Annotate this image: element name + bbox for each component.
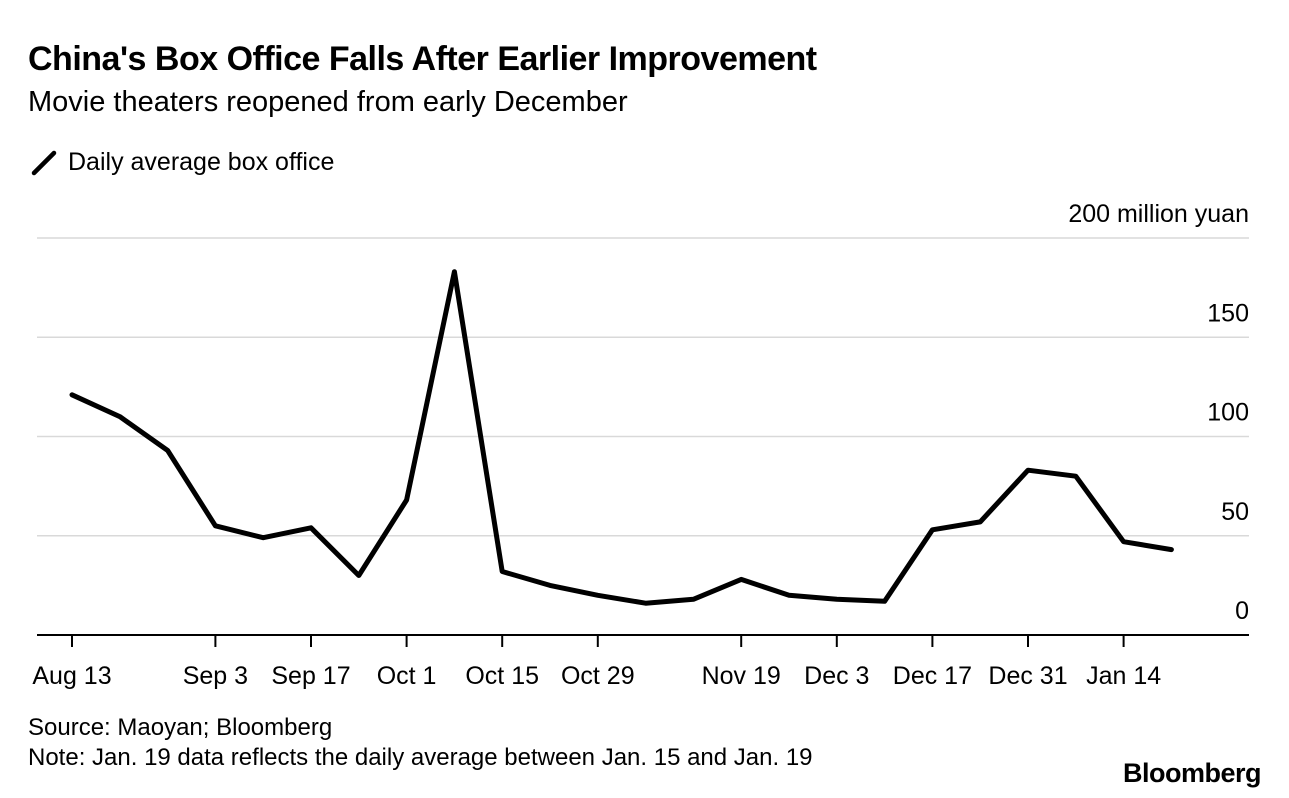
x-tick-label: Dec 31 xyxy=(988,662,1067,690)
chart-subtitle: Movie theaters reopened from early Decem… xyxy=(28,86,628,118)
chart-title: China's Box Office Falls After Earlier I… xyxy=(28,40,817,78)
y-tick-label: 50 xyxy=(1221,498,1249,526)
x-tick-label: Sep 3 xyxy=(183,662,248,690)
y-tick-label: 0 xyxy=(1235,597,1249,625)
y-tick-label: 100 xyxy=(1207,399,1249,427)
legend-label: Daily average box office xyxy=(68,148,335,176)
x-tick-label: Nov 19 xyxy=(702,662,781,690)
y-unit-label: 200 million yuan xyxy=(1068,200,1249,228)
x-tick-label: Sep 17 xyxy=(271,662,350,690)
x-tick-label: Oct 15 xyxy=(465,662,539,690)
x-tick-label: Jan 14 xyxy=(1086,662,1161,690)
note-text: Note: Jan. 19 data reflects the daily av… xyxy=(28,744,813,771)
legend: Daily average box office xyxy=(30,148,334,177)
x-tick-label: Oct 1 xyxy=(377,662,437,690)
source-text: Source: Maoyan; Bloomberg xyxy=(28,714,333,741)
bloomberg-logo: Bloomberg xyxy=(1122,758,1262,788)
x-tick-label: Aug 13 xyxy=(32,662,111,690)
series-line-daily-average-box-office xyxy=(69,269,1174,606)
x-tick-label: Dec 17 xyxy=(893,662,972,690)
x-tick-label: Oct 29 xyxy=(561,662,635,690)
x-tick-label: Dec 3 xyxy=(804,662,869,690)
legend-line-icon xyxy=(31,150,57,175)
y-tick-label: 150 xyxy=(1207,299,1249,327)
